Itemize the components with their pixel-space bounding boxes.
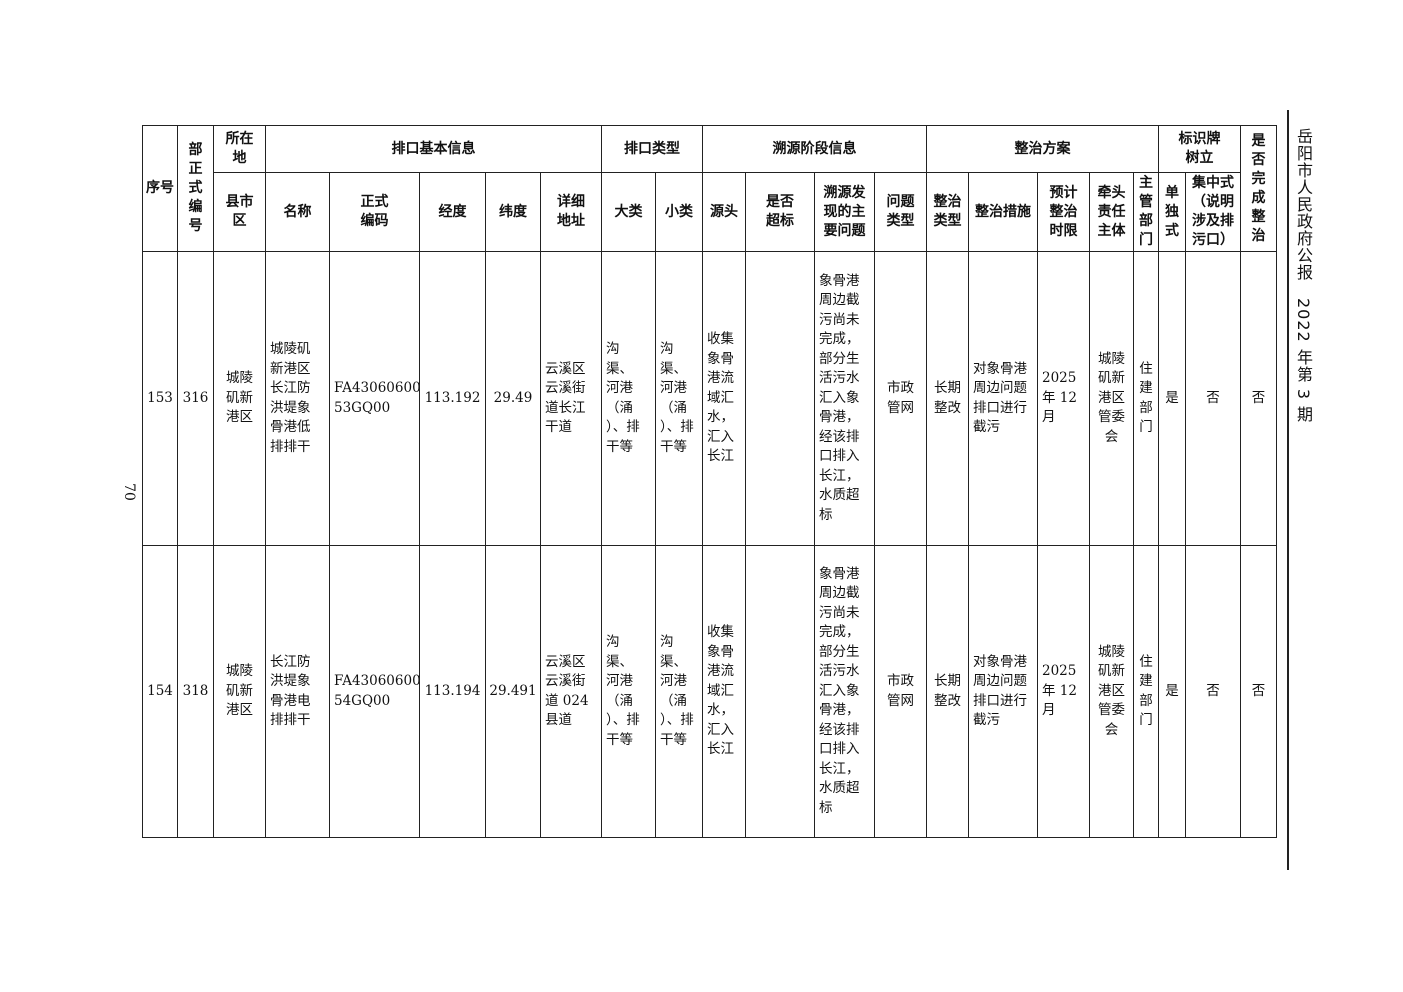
th-address: 详细 地址 xyxy=(540,172,602,252)
cell-lng: 113.192 xyxy=(419,251,486,546)
cell-central: 否 xyxy=(1185,545,1242,838)
th-trace-info: 溯源阶段信息 xyxy=(702,125,927,173)
cell-code: FA43060600 54GQ00 xyxy=(329,545,420,838)
cell-county: 城陵 矶新 港区 xyxy=(213,251,266,546)
th-issue-type: 问题 类型 xyxy=(874,172,927,252)
cell-major: 沟 渠、 河港 （涌 ）、排 干等 xyxy=(601,251,656,546)
cell-authority: 住 建 部 门 xyxy=(1132,251,1160,546)
th-exceed: 是否 超标 xyxy=(745,172,815,252)
th-problem: 溯源发 现的主 要问题 xyxy=(814,172,875,252)
cell-single: 是 xyxy=(1158,545,1187,838)
header-rule xyxy=(1287,110,1289,870)
header-row-2: 县市 区 名称 正式 编码 经度 纬度 详细 地址 大类 小类 源头 是否 超标… xyxy=(143,172,1277,252)
th-name: 名称 xyxy=(265,172,330,252)
cell-seq: 154 xyxy=(142,545,178,838)
th-basic-info: 排口基本信息 xyxy=(265,125,602,173)
cell-source: 收集 象骨 港流 域汇 水， 汇入 长江 xyxy=(702,545,746,838)
th-lead: 牵头 责任 主体 xyxy=(1089,172,1134,252)
cell-exceed xyxy=(745,545,815,838)
cell-dept-code: 316 xyxy=(177,251,214,546)
cell-authority: 住 建 部 门 xyxy=(1132,545,1160,838)
th-measure: 整治措施 xyxy=(968,172,1038,252)
cell-address: 云溪区 云溪街 道 024 县道 xyxy=(540,545,602,838)
th-dept-code: 部 正 式 编 号 xyxy=(177,125,214,252)
th-major: 大类 xyxy=(601,172,656,252)
cell-code: FA43060600 53GQ00 xyxy=(329,251,420,546)
cell-deadline: 2025 年 12 月 xyxy=(1037,251,1090,546)
outlet-table: 序号 部 正 式 编 号 所在 地 排口基本信息 排口类型 溯源阶段信息 整治方… xyxy=(142,125,1278,838)
cell-measure: 对象骨港 周边问题 排口进行 截污 xyxy=(968,251,1038,546)
running-header: 岳阳市人民政府公报 2022 年第 3 期 xyxy=(1294,128,1313,424)
th-county: 县市 区 xyxy=(213,172,266,252)
cell-problem: 象骨港 周边截 污尚未 完成， 部分生 活污水 汇入象 骨港， 经该排 口排入 … xyxy=(814,251,875,546)
cell-county: 城陵 矶新 港区 xyxy=(213,545,266,838)
th-outlet-type: 排口类型 xyxy=(601,125,703,173)
cell-measure: 对象骨港 周边问题 排口进行 截污 xyxy=(968,545,1038,838)
cell-name: 长江防 洪堤象 骨港电 排排干 xyxy=(265,545,330,838)
th-code: 正式 编码 xyxy=(329,172,420,252)
th-location: 所在 地 xyxy=(213,125,266,173)
cell-lng: 113.194 xyxy=(419,545,486,838)
page-number: 70 xyxy=(120,483,137,501)
cell-name: 城陵矶 新港区 长江防 洪堤象 骨港低 排排干 xyxy=(265,251,330,546)
th-seq: 序号 xyxy=(142,125,178,252)
cell-lat: 29.491 xyxy=(485,545,541,838)
cell-lat: 29.49 xyxy=(485,251,541,546)
cell-major: 沟 渠、 河港 （涌 ）、排 干等 xyxy=(601,545,656,838)
th-authority: 主 管 部 门 xyxy=(1132,172,1160,252)
cell-fix-type: 长期 整改 xyxy=(926,545,969,838)
cell-issue-type: 市政 管网 xyxy=(874,545,927,838)
cell-address: 云溪区 云溪街 道长江 干道 xyxy=(540,251,602,546)
cell-central: 否 xyxy=(1185,251,1242,546)
th-lat: 纬度 xyxy=(485,172,541,252)
cell-exceed xyxy=(745,251,815,546)
table-row: 154 318 城陵 矶新 港区 长江防 洪堤象 骨港电 排排干 FA43060… xyxy=(142,545,1278,838)
cell-deadline: 2025 年 12 月 xyxy=(1037,545,1090,838)
th-plan: 整治方案 xyxy=(925,125,1160,173)
th-source: 源头 xyxy=(702,172,746,252)
th-minor: 小类 xyxy=(655,172,703,252)
cell-problem: 象骨港 周边截 污尚未 完成， 部分生 活污水 汇入象 骨港， 经该排 口排入 … xyxy=(814,545,875,838)
cell-single: 是 xyxy=(1158,251,1187,546)
th-central: 集中式 （说明 涉及排 污口） xyxy=(1185,172,1242,252)
cell-lead: 城陵 矶新 港区 管委 会 xyxy=(1089,251,1134,546)
th-sign: 标识牌 树立 xyxy=(1158,125,1242,173)
header-row-1: 序号 部 正 式 编 号 所在 地 排口基本信息 排口类型 溯源阶段信息 整治方… xyxy=(142,125,1278,252)
th-single: 单 独 式 xyxy=(1158,172,1187,252)
cell-done: 否 xyxy=(1240,251,1278,546)
cell-minor: 沟 渠、 河港 （涌 ）、排 干等 xyxy=(655,251,703,546)
cell-issue-type: 市政 管网 xyxy=(874,251,927,546)
th-fix-type: 整治 类型 xyxy=(926,172,969,252)
table-row: 153 316 城陵 矶新 港区 城陵矶 新港区 长江防 洪堤象 骨港低 排排干… xyxy=(142,251,1278,546)
th-lng: 经度 xyxy=(419,172,486,252)
cell-done: 否 xyxy=(1240,545,1278,838)
cell-fix-type: 长期 整改 xyxy=(926,251,969,546)
cell-lead: 城陵 矶新 港区 管委 会 xyxy=(1089,545,1134,838)
cell-seq: 153 xyxy=(142,251,178,546)
cell-source: 收集 象骨 港流 域汇 水， 汇入 长江 xyxy=(702,251,746,546)
th-done: 是 否 完 成 整 治 xyxy=(1240,125,1278,252)
th-deadline: 预计 整治 时限 xyxy=(1037,172,1090,252)
cell-minor: 沟 渠、 河港 （涌 ）、排 干等 xyxy=(655,545,703,838)
cell-dept-code: 318 xyxy=(177,545,214,838)
